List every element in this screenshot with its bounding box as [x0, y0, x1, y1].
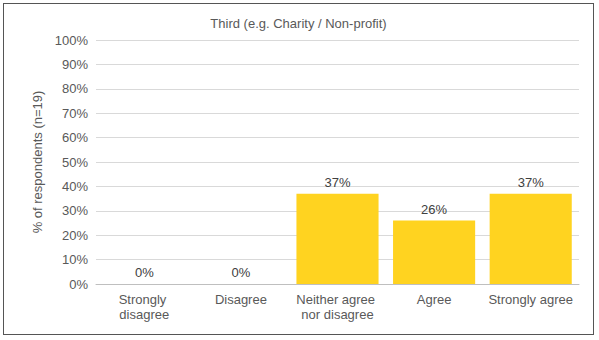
svg-text:70%: 70%	[62, 106, 88, 121]
svg-text:0%: 0%	[135, 265, 154, 280]
svg-text:nor disagree: nor disagree	[301, 307, 373, 322]
svg-text:30%: 30%	[62, 203, 88, 218]
svg-text:% of respondents (n=19): % of respondents (n=19)	[30, 91, 45, 234]
svg-text:10%: 10%	[62, 252, 88, 267]
svg-text:100%: 100%	[55, 33, 89, 48]
svg-text:Neither agree: Neither agree	[296, 292, 378, 307]
svg-text:37%: 37%	[324, 175, 350, 190]
svg-text:disagree: disagree	[119, 307, 169, 322]
svg-text:20%: 20%	[62, 228, 88, 243]
svg-text:0%: 0%	[69, 277, 88, 292]
svg-text:90%: 90%	[62, 57, 88, 72]
svg-text:26%: 26%	[421, 202, 447, 217]
svg-text:40%: 40%	[62, 179, 88, 194]
svg-text:80%: 80%	[62, 81, 88, 96]
svg-text:50%: 50%	[62, 155, 88, 170]
svg-text:Strongly agree: Strongly agree	[488, 292, 573, 307]
svg-text:Third (e.g. Charity / Non-prof: Third (e.g. Charity / Non-profit)	[210, 16, 386, 31]
svg-text:Agree: Agree	[417, 292, 452, 307]
svg-text:60%: 60%	[62, 130, 88, 145]
svg-text:Strongly: Strongly	[119, 292, 170, 307]
svg-text:37%: 37%	[518, 175, 544, 190]
svg-text:Disagree: Disagree	[215, 292, 267, 307]
svg-text:0%: 0%	[232, 265, 251, 280]
